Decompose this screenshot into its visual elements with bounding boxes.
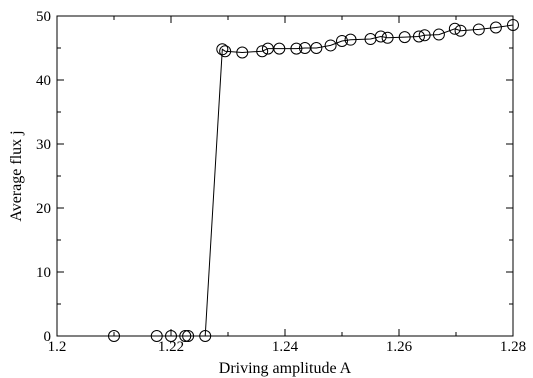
data-point (418, 29, 431, 42)
data-point (454, 24, 467, 37)
data-point (310, 42, 323, 54)
y-axis: 0 10 20 30 40 50 (36, 9, 513, 345)
data-point (199, 330, 212, 342)
data-point (432, 28, 445, 41)
data-point (256, 45, 269, 58)
data-point (290, 42, 303, 55)
data-point (108, 330, 120, 342)
data-point (182, 330, 195, 342)
plot-frame (56, 15, 514, 337)
data-point (374, 30, 387, 43)
data-point (236, 46, 249, 59)
x-tick-label: 1.24 (272, 339, 299, 355)
x-tick-label: 1.2 (48, 339, 67, 355)
data-point (344, 33, 357, 46)
x-axis-title: Driving amplitude A (219, 360, 352, 377)
data-point (489, 21, 502, 34)
y-tick-label: 0 (44, 329, 52, 345)
data-point (507, 18, 519, 31)
data-point (398, 31, 411, 44)
data-point (336, 34, 348, 47)
x-axis: 1.2 1.22 1.24 1.26 1.28 (48, 16, 526, 355)
y-tick-label: 20 (36, 201, 51, 217)
data-point (472, 23, 485, 36)
data-point (165, 330, 177, 342)
x-tick-label: 1.26 (386, 339, 413, 355)
y-tick-label: 50 (36, 9, 51, 25)
data-point (216, 43, 229, 56)
y-axis-title: Average flux j (8, 130, 25, 221)
data-point (150, 330, 163, 342)
data-point (179, 330, 192, 342)
x-tick-label: 1.22 (158, 339, 184, 355)
data-point (381, 31, 394, 44)
data-point (448, 22, 461, 35)
data-point (324, 39, 337, 52)
data-point (412, 30, 425, 43)
y-tick-label: 10 (36, 265, 51, 281)
data-point (273, 42, 286, 55)
y-tick-label: 40 (36, 73, 51, 89)
x-tick-label: 1.28 (500, 339, 526, 355)
series-line (114, 24, 514, 337)
y-tick-label: 30 (36, 137, 51, 153)
series-markers (108, 18, 519, 342)
data-point (219, 45, 232, 58)
